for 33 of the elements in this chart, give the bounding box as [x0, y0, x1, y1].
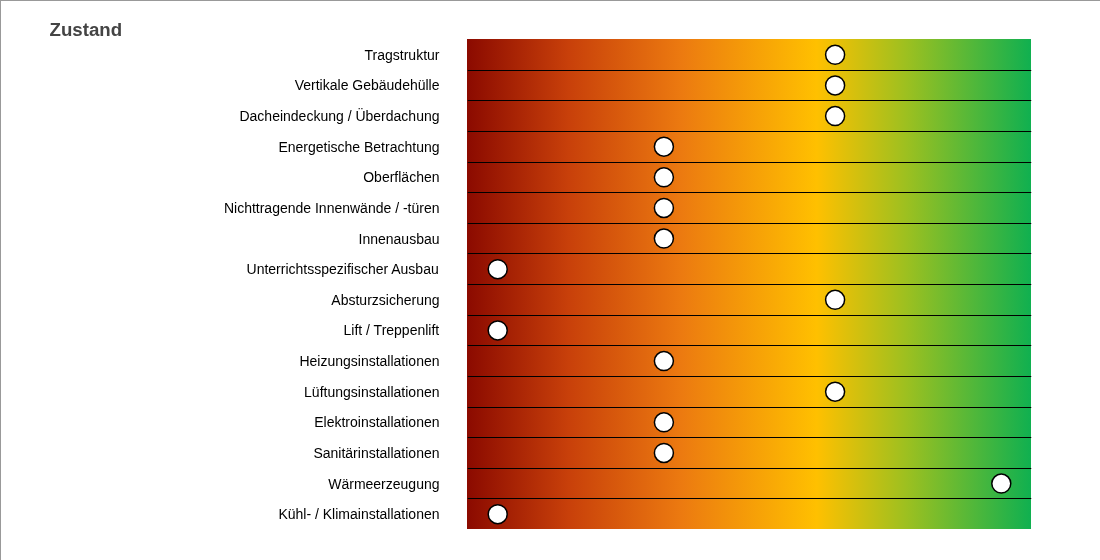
point: [824, 75, 846, 96]
y-tick-label: Lift / Treppenlift: [343, 322, 440, 339]
y-tick-label: Unterrichtsspezifischer Ausbau: [246, 261, 439, 278]
point: [653, 228, 675, 249]
y-tick-label: Kühl- / Klimainstallationen: [278, 506, 440, 523]
y-tick-label: Oberflächen: [363, 169, 440, 186]
text: Zustand: [49, 18, 123, 40]
y-tick-label: Wärmeerzeugung: [328, 475, 440, 492]
point: [653, 442, 675, 464]
point: [824, 289, 846, 311]
y-tick-label: Lüftungsinstallationen: [304, 383, 440, 400]
point: [653, 350, 675, 372]
y-tick-label: Dacheindeckung / Überdachung: [239, 107, 440, 125]
y-tick-label: Heizungsinstallationen: [299, 353, 440, 370]
y-tick-label: Absturzsicherung: [331, 291, 440, 308]
point: [487, 503, 508, 525]
point: [824, 105, 846, 127]
point: [487, 320, 508, 341]
y-tick-label: Nichttragende Innenwände / -türen: [223, 199, 440, 216]
y-tick-label: Tragstruktur: [364, 46, 440, 63]
y-tick-label: Elektroinstallationen: [314, 414, 440, 431]
point: [653, 136, 675, 157]
point: [653, 412, 675, 433]
y-tick-label: Innenausbau: [358, 230, 440, 247]
point: [824, 381, 846, 402]
point: [487, 258, 508, 280]
point: [824, 44, 846, 66]
point: [653, 197, 675, 219]
y-tick-label: Vertikale Gebäudehülle: [294, 77, 440, 94]
y-tick-label: Sanitärinstallationen: [313, 444, 440, 461]
y-tick-label: Energetische Betrachtung: [278, 138, 440, 155]
point: [653, 167, 675, 188]
point: [991, 473, 1012, 494]
